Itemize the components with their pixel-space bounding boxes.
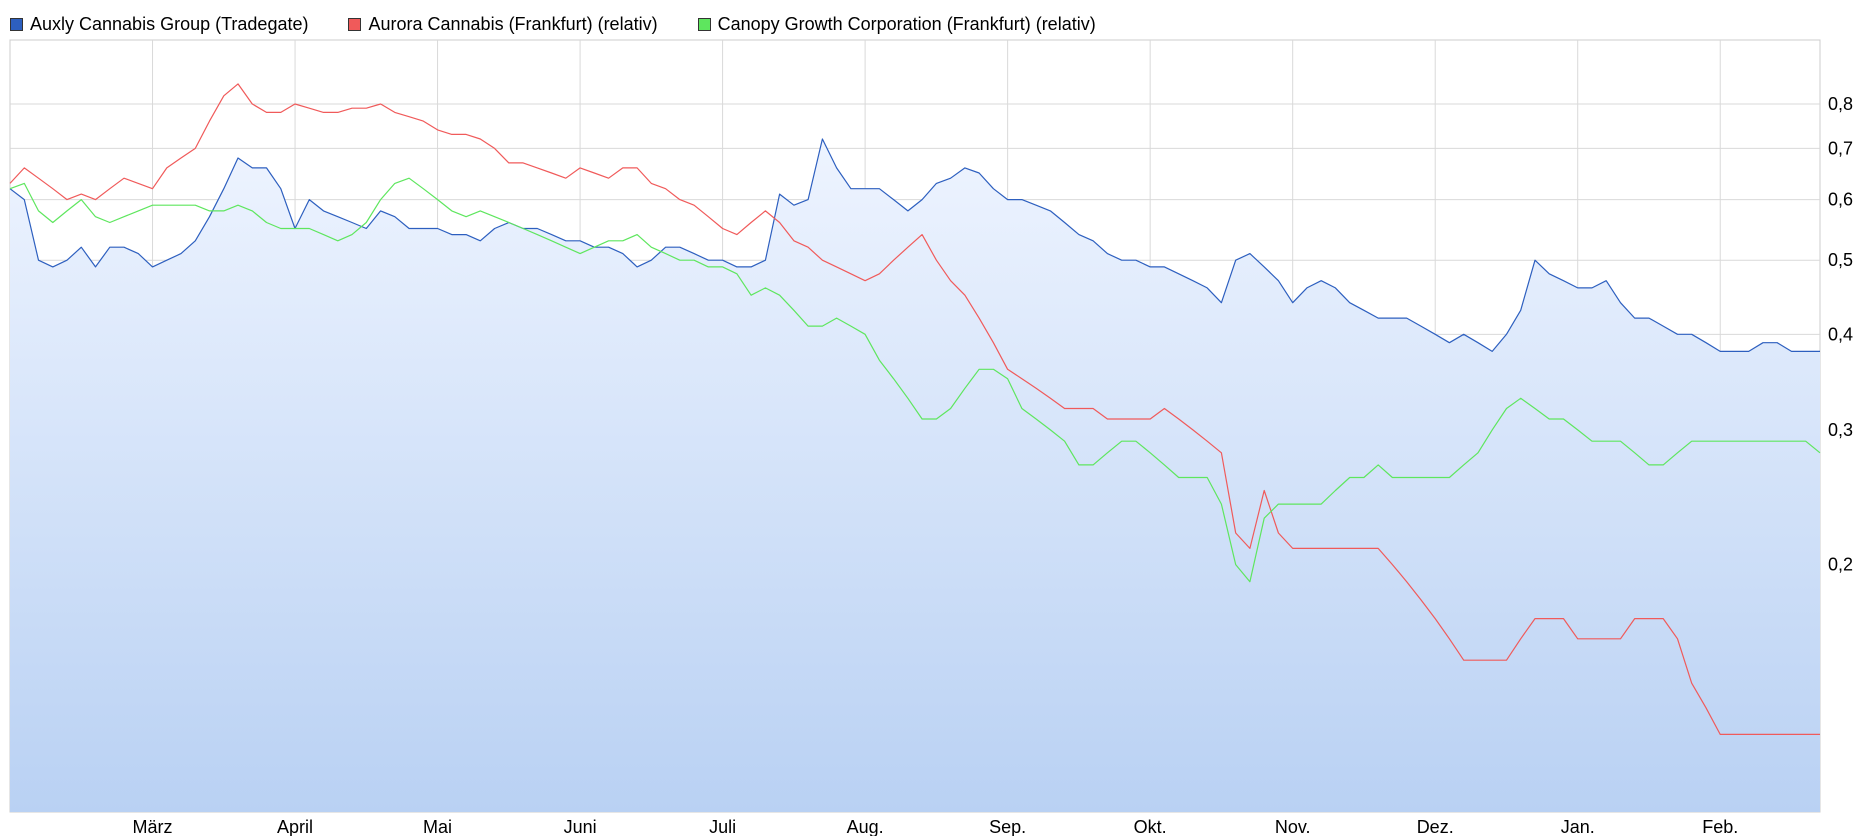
series-line-2[interactable] bbox=[9, 177, 1821, 583]
legend-swatch-auxly bbox=[10, 18, 23, 31]
legend-item-aurora[interactable]: Aurora Cannabis (Frankfurt) (relativ) bbox=[348, 14, 658, 35]
y-tick-label: 0,6 bbox=[1828, 190, 1853, 210]
y-tick-label: 0,3 bbox=[1828, 420, 1853, 440]
x-tick-label: Mai bbox=[423, 817, 452, 836]
series-line-0[interactable] bbox=[9, 138, 1820, 352]
y-tick-label: 0,7 bbox=[1828, 138, 1853, 158]
series-lines bbox=[9, 83, 1821, 735]
x-tick-label: Dez. bbox=[1417, 817, 1454, 836]
y-tick-label: 0,8 bbox=[1828, 94, 1853, 114]
area-fill-layer bbox=[10, 139, 1820, 812]
legend-label-aurora: Aurora Cannabis (Frankfurt) (relativ) bbox=[368, 14, 658, 34]
legend-swatch-aurora bbox=[348, 18, 362, 31]
y-tick-label: 0,5 bbox=[1828, 250, 1853, 270]
x-tick-label: Okt. bbox=[1134, 817, 1167, 836]
legend-item-canopy[interactable]: Canopy Growth Corporation (Frankfurt) (r… bbox=[697, 14, 1096, 35]
x-tick-label: Juni bbox=[564, 817, 597, 836]
x-tick-label: Nov. bbox=[1275, 817, 1311, 836]
legend-item-auxly[interactable]: Auxly Cannabis Group (Tradegate) bbox=[10, 14, 308, 35]
chart-legend: Auxly Cannabis Group (Tradegate) Aurora … bbox=[10, 14, 1096, 35]
legend-swatch-canopy bbox=[697, 18, 711, 31]
y-tick-label: 0,4 bbox=[1828, 324, 1853, 344]
x-tick-label: Jan. bbox=[1561, 817, 1595, 836]
x-tick-label: Aug. bbox=[847, 817, 884, 836]
legend-label-auxly: Auxly Cannabis Group (Tradegate) bbox=[30, 14, 309, 34]
x-axis-ticks: März April Mai Juni Juli Aug. Sep. Okt. Nov. Dez.… bbox=[133, 817, 1739, 836]
legend-label-canopy: Canopy Growth Corporation (Frankfurt) (r… bbox=[717, 14, 1096, 34]
x-tick-label: April bbox=[277, 817, 313, 836]
x-tick-label: Juli bbox=[709, 817, 736, 836]
x-tick-label: Feb. bbox=[1702, 817, 1738, 836]
x-tick-label: Sep. bbox=[989, 817, 1026, 836]
series-line-1[interactable] bbox=[9, 83, 1820, 735]
y-axis-ticks: 0,2 0,3 0,4 0,5 0,6 0,7 0,8 bbox=[1828, 94, 1853, 575]
x-tick-label: März bbox=[133, 817, 173, 836]
series-area-0 bbox=[10, 139, 1820, 812]
y-tick-label: 0,2 bbox=[1828, 555, 1853, 575]
